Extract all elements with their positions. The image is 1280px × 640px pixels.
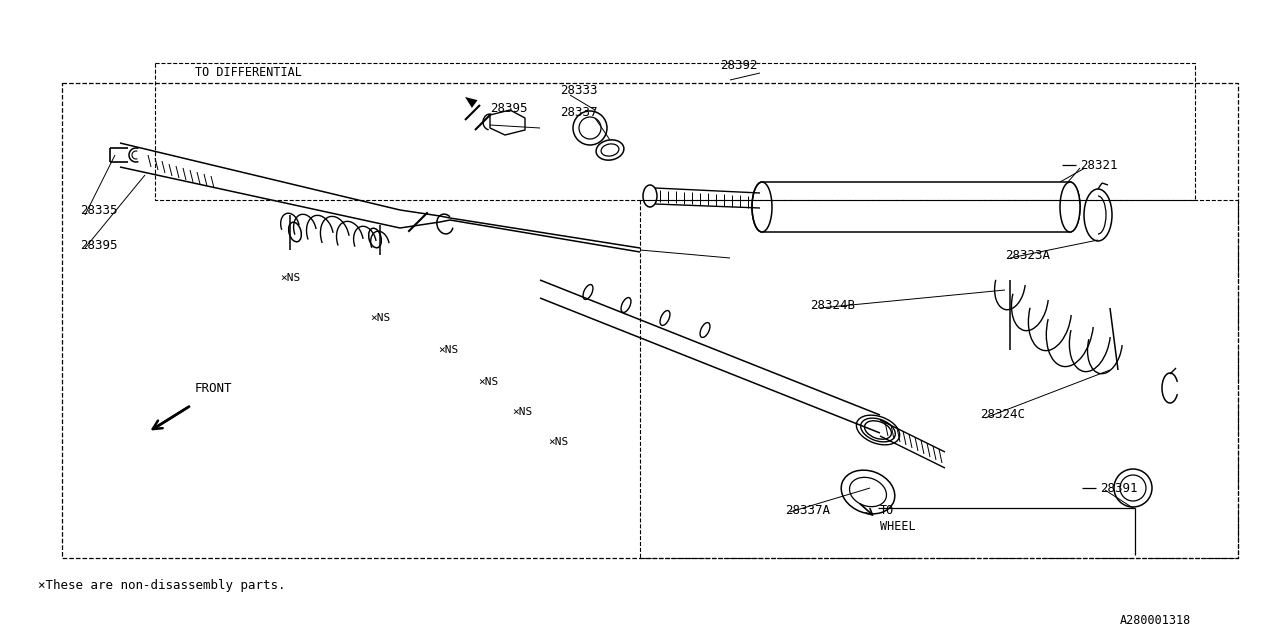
- Text: 28337A: 28337A: [785, 504, 829, 516]
- Text: ×NS: ×NS: [370, 313, 390, 323]
- Text: ×These are non-disassembly parts.: ×These are non-disassembly parts.: [38, 579, 285, 591]
- Text: 28391: 28391: [1100, 481, 1138, 495]
- Text: 28333: 28333: [561, 83, 598, 97]
- Text: ×NS: ×NS: [280, 273, 301, 283]
- Text: 28321: 28321: [1080, 159, 1117, 172]
- Text: TO: TO: [881, 504, 895, 516]
- Polygon shape: [465, 97, 477, 108]
- Text: FRONT: FRONT: [195, 381, 233, 394]
- Text: TO DIFFERENTIAL: TO DIFFERENTIAL: [195, 65, 302, 79]
- Text: 28395: 28395: [490, 102, 527, 115]
- Text: ×NS: ×NS: [548, 437, 568, 447]
- Text: A280001318: A280001318: [1120, 614, 1192, 627]
- Ellipse shape: [1060, 182, 1080, 232]
- Text: ×NS: ×NS: [512, 407, 532, 417]
- Text: 28337: 28337: [561, 106, 598, 118]
- Text: 28324B: 28324B: [810, 298, 855, 312]
- Text: WHEEL: WHEEL: [881, 520, 915, 532]
- Text: ×NS: ×NS: [438, 345, 458, 355]
- Text: 28335: 28335: [81, 204, 118, 216]
- Text: 28323A: 28323A: [1005, 248, 1050, 262]
- Text: 28324C: 28324C: [980, 408, 1025, 422]
- Text: ×NS: ×NS: [477, 377, 498, 387]
- Text: 28395: 28395: [81, 239, 118, 252]
- Text: 28392: 28392: [721, 58, 758, 72]
